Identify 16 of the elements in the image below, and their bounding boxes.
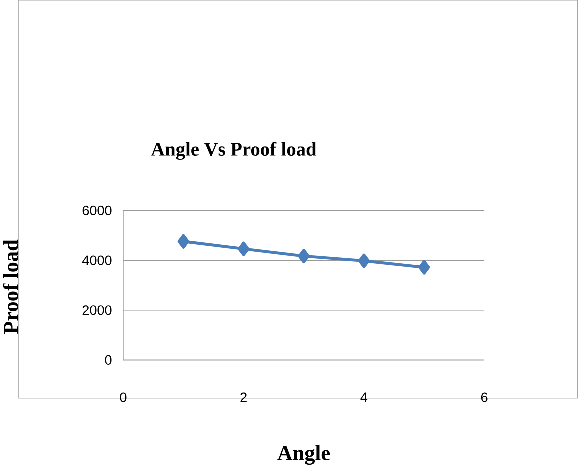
x-tick-label: 2 <box>240 392 247 402</box>
x-tick-label: 4 <box>360 392 368 402</box>
point <box>418 260 430 275</box>
chart-title: Angle Vs Proof load <box>151 142 317 160</box>
point <box>178 234 190 249</box>
y-tick-label: 6000 <box>82 206 112 216</box>
x-axis-title: Angle <box>278 445 330 465</box>
x-tick-label: 6 <box>481 392 488 402</box>
point <box>358 254 370 268</box>
y-tick-label: 4000 <box>82 256 112 266</box>
point <box>238 242 250 256</box>
x-tick-label: 0 <box>120 392 127 402</box>
y-tick-label: 0 <box>105 355 112 365</box>
y-axis-title: Proof load <box>3 240 18 334</box>
y-tick-label: 2000 <box>82 305 112 316</box>
point <box>298 248 310 264</box>
